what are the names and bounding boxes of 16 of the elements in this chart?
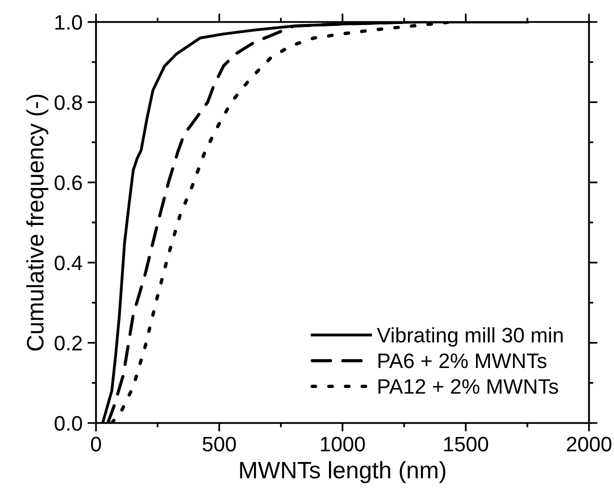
- x-tick-label: 1000: [320, 436, 365, 452]
- x-tick-label: 1500: [444, 436, 488, 452]
- y-tick-label: 0.4: [54, 256, 82, 270]
- y-tick-label: 0.6: [54, 175, 82, 190]
- legend-label: PA6 + 2% MWNTs: [378, 353, 546, 368]
- x-tick-label: 0: [91, 436, 101, 452]
- x-tick-label: 500: [202, 436, 236, 452]
- x-axis-title: MWNTs length (nm): [240, 461, 446, 484]
- y-tick-label: 1.0: [55, 15, 82, 30]
- y-tick-label: 0.2: [54, 336, 82, 351]
- y-tick-label: 0.8: [54, 95, 82, 110]
- legend-label: Vibrating mill 30 min: [376, 327, 563, 347]
- y-tick-label: 0.0: [54, 416, 82, 431]
- legend-label: PA12 + 2% MWNTs: [378, 379, 558, 394]
- y-axis-title: Cumulative frequency (-): [26, 94, 48, 351]
- x-tick-label: 2000: [566, 436, 612, 452]
